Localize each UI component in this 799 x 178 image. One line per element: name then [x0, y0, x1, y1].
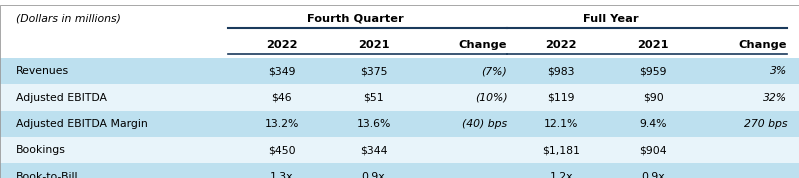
- Text: $1,181: $1,181: [543, 145, 580, 155]
- Bar: [0, 163, 799, 178]
- Text: Change: Change: [738, 40, 787, 50]
- Text: (10%): (10%): [475, 93, 507, 103]
- Text: $959: $959: [639, 66, 667, 76]
- Text: $904: $904: [639, 145, 667, 155]
- Text: 1.2x: 1.2x: [550, 172, 573, 178]
- Text: 3%: 3%: [769, 66, 787, 76]
- Text: 13.2%: 13.2%: [264, 119, 299, 129]
- Text: 9.4%: 9.4%: [639, 119, 667, 129]
- Text: (Dollars in millions): (Dollars in millions): [16, 14, 121, 23]
- Text: Change: Change: [459, 40, 507, 50]
- Text: (7%): (7%): [482, 66, 507, 76]
- Text: $983: $983: [547, 66, 575, 76]
- Text: 12.1%: 12.1%: [544, 119, 578, 129]
- Text: $119: $119: [547, 93, 575, 103]
- Text: $51: $51: [364, 93, 384, 103]
- Text: Book-to-Bill: Book-to-Bill: [16, 172, 78, 178]
- Bar: [0, 58, 799, 84]
- Text: Full Year: Full Year: [583, 14, 639, 23]
- Text: 2022: 2022: [546, 40, 577, 50]
- Bar: [0, 84, 799, 111]
- Text: $375: $375: [360, 66, 388, 76]
- Text: 2021: 2021: [358, 40, 389, 50]
- Text: Adjusted EBITDA Margin: Adjusted EBITDA Margin: [16, 119, 148, 129]
- Text: 2021: 2021: [638, 40, 669, 50]
- Text: 32%: 32%: [763, 93, 787, 103]
- Text: $349: $349: [268, 66, 296, 76]
- Text: Revenues: Revenues: [16, 66, 69, 76]
- Text: 0.9x: 0.9x: [642, 172, 665, 178]
- Text: $450: $450: [268, 145, 296, 155]
- Text: Bookings: Bookings: [16, 145, 66, 155]
- Bar: [0, 32, 799, 58]
- Text: $344: $344: [360, 145, 388, 155]
- Bar: [0, 111, 799, 137]
- Text: 13.6%: 13.6%: [356, 119, 391, 129]
- Text: (40) bps: (40) bps: [463, 119, 507, 129]
- Text: 1.3x: 1.3x: [270, 172, 293, 178]
- Text: 0.9x: 0.9x: [362, 172, 385, 178]
- Text: Adjusted EBITDA: Adjusted EBITDA: [16, 93, 107, 103]
- Bar: [0, 5, 799, 32]
- Text: $90: $90: [643, 93, 663, 103]
- Text: Fourth Quarter: Fourth Quarter: [307, 14, 404, 23]
- Text: 2022: 2022: [266, 40, 297, 50]
- Text: $46: $46: [272, 93, 292, 103]
- Text: 270 bps: 270 bps: [744, 119, 787, 129]
- Bar: [0, 137, 799, 163]
